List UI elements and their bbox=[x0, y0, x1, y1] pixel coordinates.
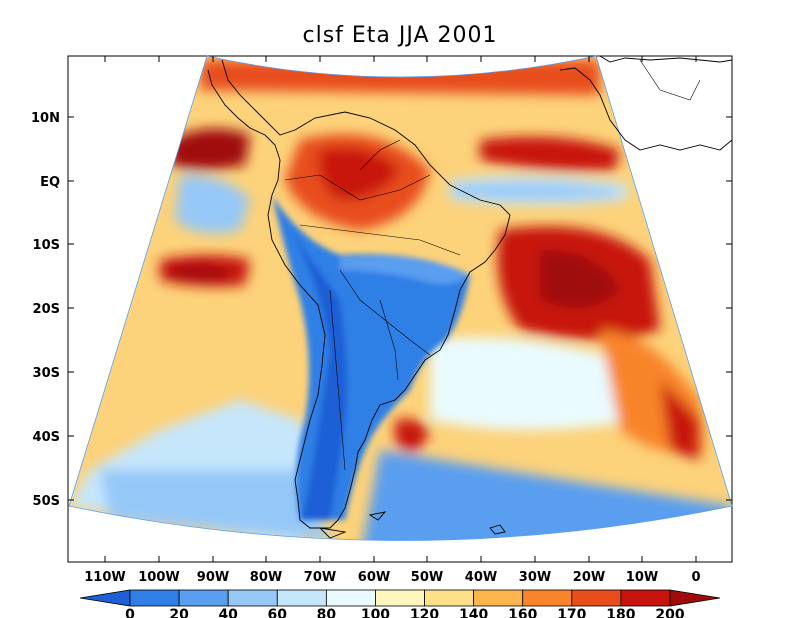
lon-tick-0: 110W bbox=[84, 56, 126, 585]
colorbar-swatch bbox=[473, 589, 524, 607]
colorbar-label: 100 bbox=[361, 607, 390, 618]
lon-tick-label: 100W bbox=[138, 570, 179, 585]
colorbar-arrow-high bbox=[669, 589, 721, 607]
lon-tick-label: 80W bbox=[250, 570, 282, 585]
lat-tick-4: 30S bbox=[33, 366, 732, 381]
colorbar-swatch bbox=[325, 589, 376, 607]
lat-tick-label: 10S bbox=[33, 238, 60, 253]
colorbar-swatch bbox=[129, 589, 180, 607]
lon-tick-6: 50W bbox=[411, 56, 443, 585]
lon-tick-11: 0 bbox=[691, 56, 701, 585]
lat-tick-label: 30S bbox=[33, 366, 60, 381]
lat-tick-label: 10N bbox=[31, 111, 60, 126]
lon-tick-5: 60W bbox=[358, 56, 390, 585]
lon-tick-1: 100W bbox=[138, 56, 180, 585]
colorbar-swatch bbox=[227, 589, 278, 607]
colorbar-swatch bbox=[424, 589, 475, 607]
lon-tick-label: 50W bbox=[411, 570, 443, 585]
lat-tick-label: 40S bbox=[33, 430, 60, 445]
lon-tick-7: 40W bbox=[465, 56, 497, 585]
lon-tick-3: 80W bbox=[250, 56, 282, 585]
lat-tick-label: 20S bbox=[33, 302, 60, 317]
colorbar-swatch bbox=[620, 589, 671, 607]
colorbar-label: 160 bbox=[508, 607, 537, 618]
lon-tick-label: 60W bbox=[358, 570, 390, 585]
colorbar-label: 120 bbox=[410, 607, 439, 618]
lon-tick-2: 90W bbox=[197, 56, 229, 585]
lon-tick-label: 30W bbox=[519, 570, 551, 585]
colorbar-swatch bbox=[375, 589, 425, 607]
lon-tick-label: 90W bbox=[197, 570, 229, 585]
lon-tick-label: 0 bbox=[691, 570, 700, 585]
colorbar-swatch bbox=[571, 589, 622, 607]
chart-title: clsf Eta JJA 2001 bbox=[302, 23, 497, 48]
lon-tick-label: 40W bbox=[465, 570, 497, 585]
colorbar-arrow-low bbox=[79, 589, 131, 607]
colorbar-label: 60 bbox=[268, 607, 288, 618]
lat-tick-2: 10S bbox=[33, 238, 732, 253]
lon-tick-4: 70W bbox=[304, 56, 336, 585]
lat-tick-5: 40S bbox=[33, 430, 732, 445]
coastlines bbox=[207, 55, 733, 539]
lat-tick-3: 20S bbox=[33, 302, 732, 317]
lat-tick-1: EQ bbox=[40, 175, 732, 190]
colorbar-label: 180 bbox=[606, 607, 635, 618]
colorbar-label: 40 bbox=[218, 607, 238, 618]
lat-tick-0: 10N bbox=[31, 111, 732, 126]
colorbar-label: 140 bbox=[459, 607, 488, 618]
colorbar-label: 170 bbox=[557, 607, 586, 618]
lon-tick-9: 20W bbox=[573, 56, 605, 585]
lat-tick-label: 50S bbox=[33, 494, 60, 509]
domain-outline bbox=[68, 55, 733, 541]
colorbar-label: 200 bbox=[655, 607, 684, 618]
lon-tick-8: 30W bbox=[519, 56, 551, 585]
colorbar: 0 20 40 60 80 100 120 140 160 170 180 200 bbox=[79, 589, 721, 618]
lat-tick-6: 50S bbox=[33, 494, 732, 509]
lon-tick-label: 70W bbox=[304, 570, 336, 585]
lon-tick-label: 10W bbox=[626, 570, 658, 585]
lat-axis: 10N EQ 10S 20S 30S 40S 50S bbox=[31, 111, 732, 509]
lon-axis: 110W 100W 90W 80W 70W 60W 50W 40W 30W 20… bbox=[84, 56, 701, 585]
lat-tick-label: EQ bbox=[40, 175, 60, 190]
colorbar-label: 80 bbox=[317, 607, 337, 618]
lon-tick-label: 20W bbox=[573, 570, 605, 585]
country-borders bbox=[284, 59, 701, 471]
colorbar-label: 0 bbox=[125, 607, 135, 618]
lon-tick-label: 110W bbox=[84, 570, 125, 585]
colorbar-swatch bbox=[522, 589, 573, 607]
colorbar-swatch bbox=[276, 589, 327, 607]
colorbar-label: 20 bbox=[169, 607, 189, 618]
colorbar-swatch bbox=[178, 589, 229, 607]
lon-tick-10: 10W bbox=[626, 56, 658, 585]
